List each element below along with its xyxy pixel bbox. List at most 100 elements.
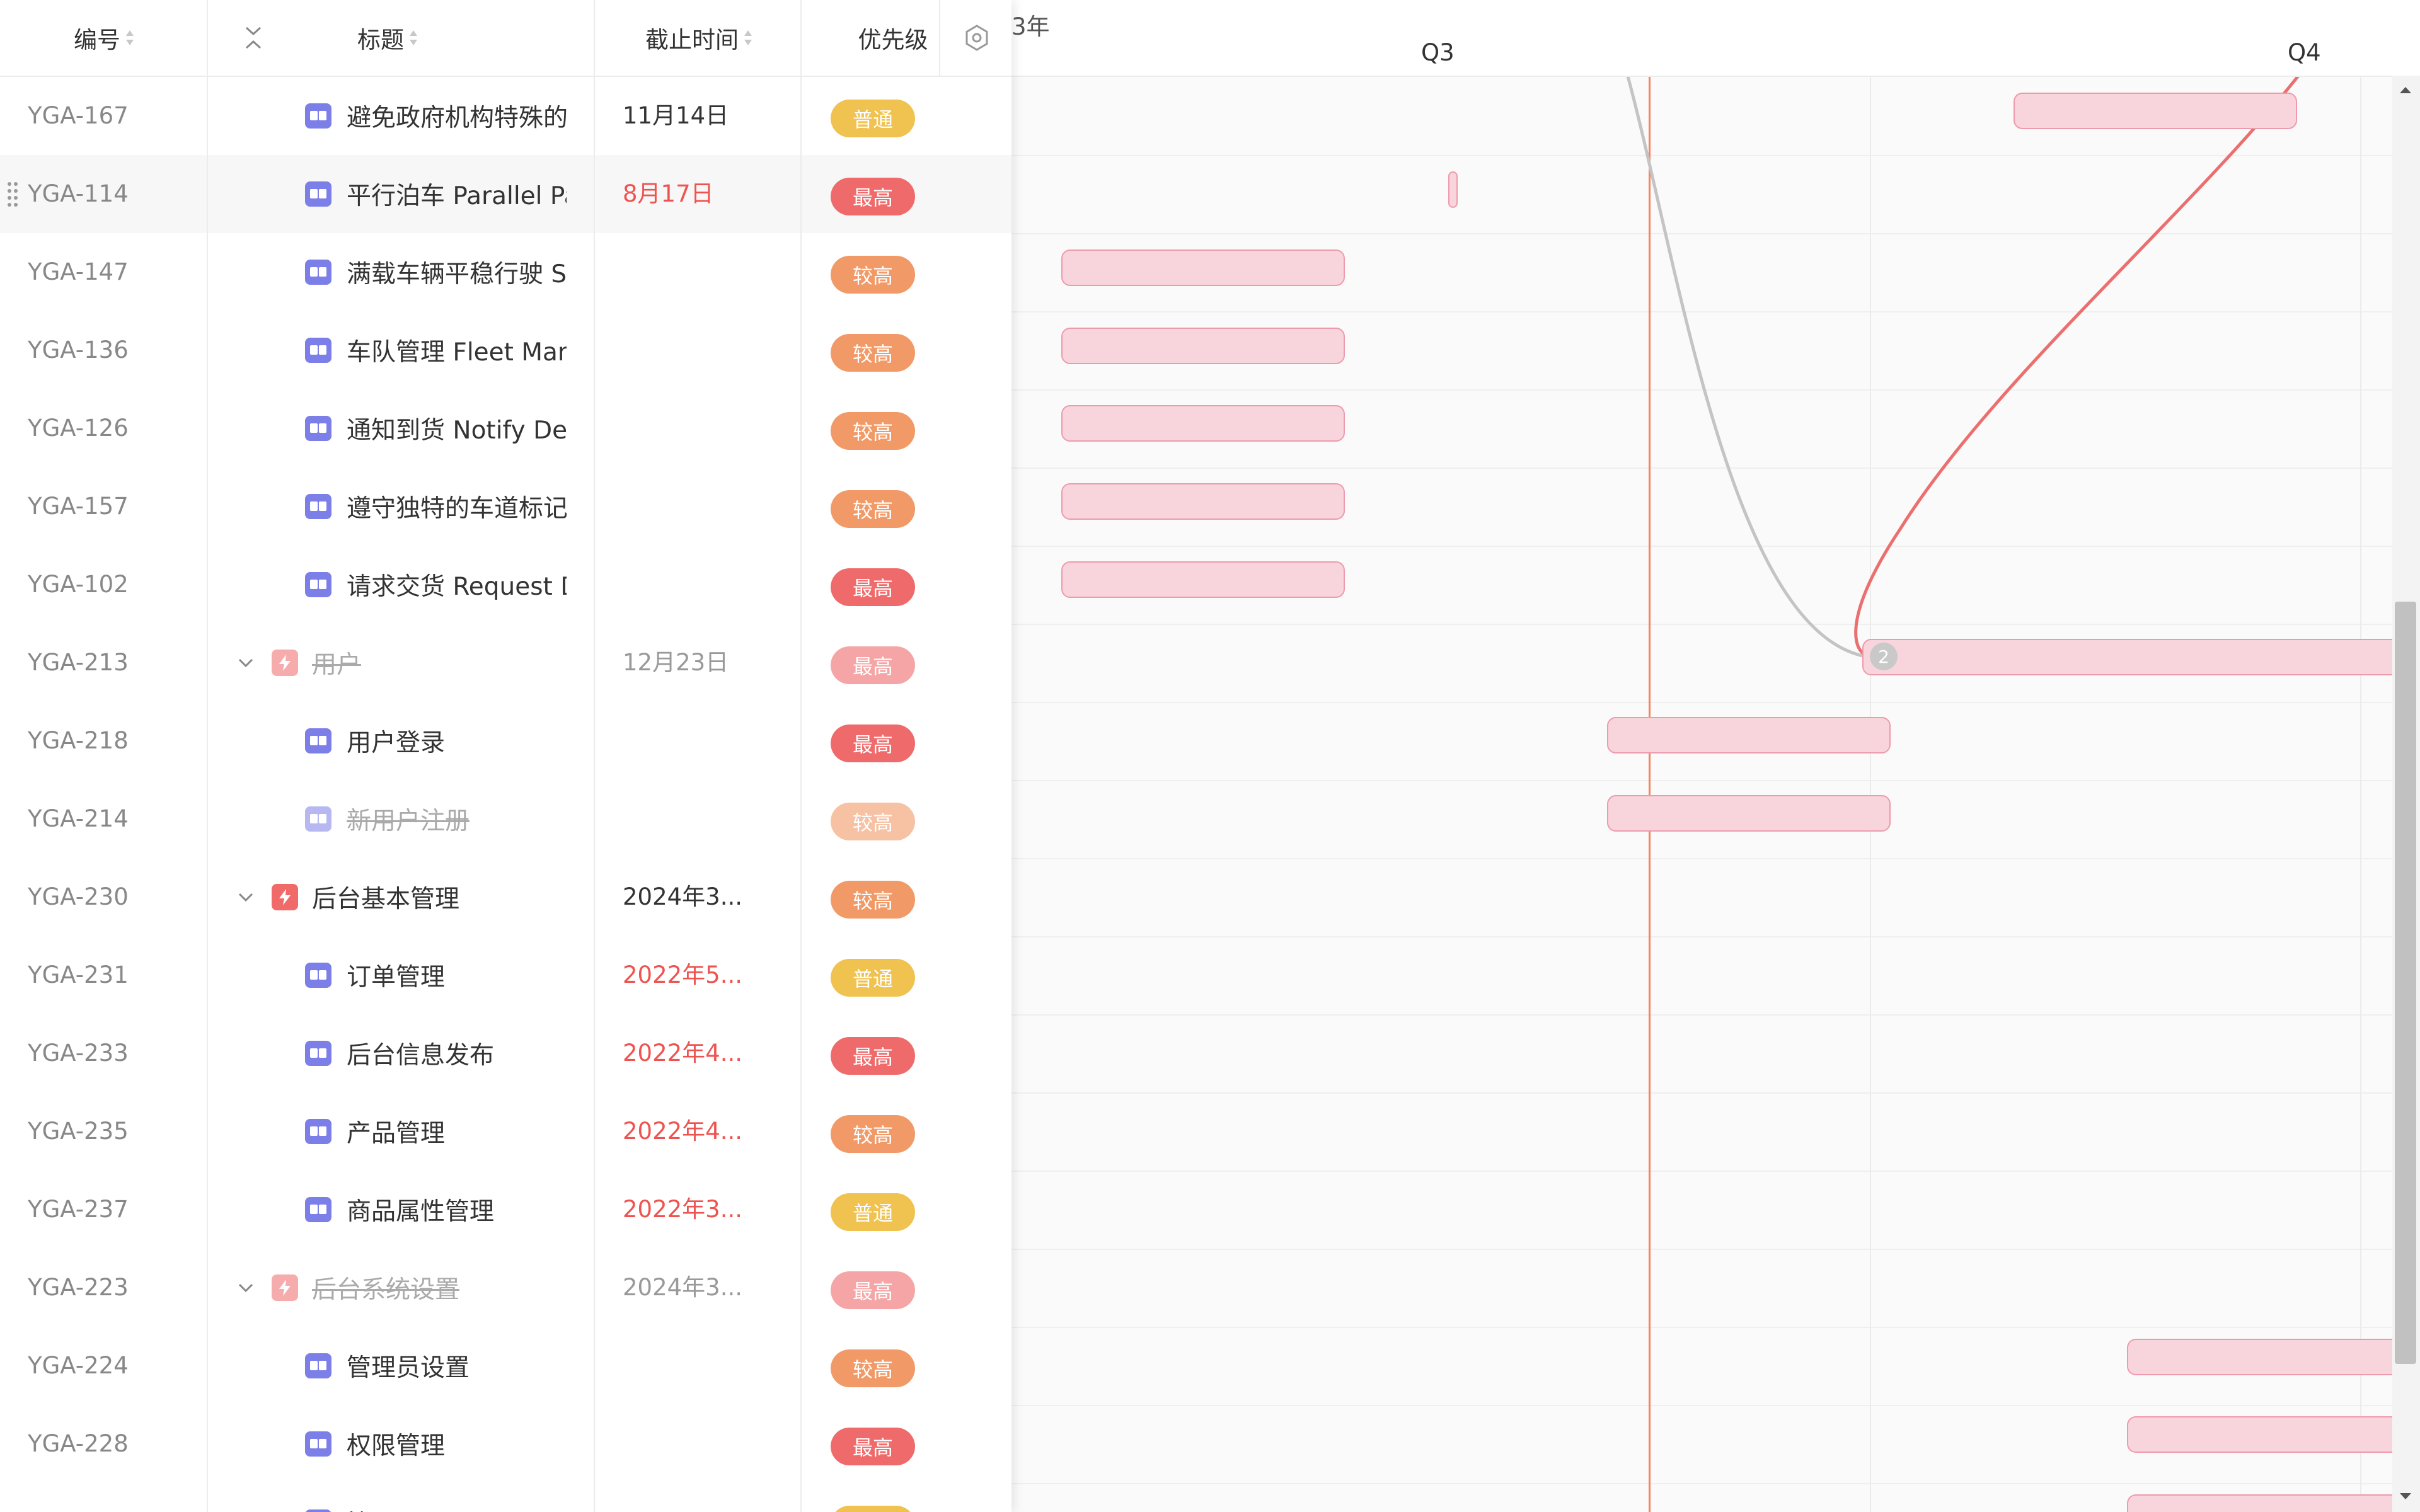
- priority-badge[interactable]: 最高: [831, 1428, 915, 1465]
- issue-title-cell[interactable]: 商品属性管理: [305, 1171, 567, 1249]
- priority-badge[interactable]: 最高: [831, 646, 915, 684]
- gantt-bar[interactable]: [1061, 249, 1345, 286]
- column-header-title[interactable]: 标题: [328, 0, 447, 76]
- issue-title[interactable]: 避免政府机构特殊的: [347, 104, 567, 132]
- issue-title[interactable]: 用户登录: [347, 729, 446, 757]
- issue-id[interactable]: YGA-228: [28, 1430, 129, 1457]
- priority-badge[interactable]: 较高: [831, 490, 915, 528]
- table-row[interactable]: YGA-214 新用户注册 较高: [0, 780, 1011, 859]
- table-row[interactable]: YGA-114 平行泊车 Parallel Par 8月17日 最高: [0, 155, 1011, 234]
- issue-title[interactable]: 新用户注册: [347, 807, 470, 835]
- issue-title[interactable]: 平行泊车 Parallel Par: [347, 182, 567, 210]
- issue-title-cell[interactable]: 后台基本管理: [236, 858, 589, 936]
- priority-badge[interactable]: 最高: [831, 1271, 915, 1309]
- table-row[interactable]: YGA-167 避免政府机构特殊的 11月14日 普通: [0, 77, 1011, 156]
- issue-title[interactable]: 车队管理 Fleet Mana: [347, 338, 567, 367]
- scroll-up-arrow-icon[interactable]: [2396, 81, 2415, 100]
- issue-title-cell[interactable]: 订单管理: [305, 936, 567, 1014]
- table-row[interactable]: 管理项目配置 普通: [0, 1483, 1011, 1512]
- priority-badge[interactable]: 普通: [831, 1506, 915, 1512]
- priority-badge[interactable]: 普通: [831, 100, 915, 137]
- issue-title[interactable]: 权限管理: [347, 1432, 446, 1460]
- expand-chevron-icon[interactable]: [236, 888, 255, 907]
- scroll-down-arrow-icon[interactable]: [2396, 1487, 2415, 1506]
- due-date[interactable]: 11月14日: [623, 102, 729, 129]
- issue-title-cell[interactable]: 车队管理 Fleet Mana: [305, 311, 567, 389]
- issue-id[interactable]: YGA-147: [28, 258, 129, 285]
- issue-id[interactable]: YGA-213: [28, 649, 129, 676]
- issue-id[interactable]: YGA-126: [28, 415, 129, 442]
- due-date[interactable]: 8月17日: [623, 180, 714, 207]
- priority-badge[interactable]: 较高: [831, 256, 915, 294]
- issue-id[interactable]: YGA-214: [28, 805, 129, 832]
- priority-badge[interactable]: 较高: [831, 1115, 915, 1153]
- priority-badge[interactable]: 较高: [831, 334, 915, 372]
- issue-id[interactable]: YGA-230: [28, 883, 129, 910]
- table-row[interactable]: YGA-102 请求交货 Request De 最高: [0, 546, 1011, 625]
- sort-icon[interactable]: [409, 28, 418, 47]
- gantt-bar-milestone[interactable]: [1448, 171, 1458, 208]
- issue-title-cell[interactable]: 通知到货 Notify Deli: [305, 389, 567, 467]
- table-row[interactable]: YGA-213 用户 12月23日 最高: [0, 624, 1011, 703]
- issue-title-cell[interactable]: 满载车辆平稳行驶 Sr: [305, 233, 567, 311]
- due-date[interactable]: 12月23日: [623, 649, 729, 676]
- table-row[interactable]: YGA-126 通知到货 Notify Deli 较高: [0, 389, 1011, 469]
- gantt-bar[interactable]: [1061, 405, 1345, 442]
- issue-id[interactable]: YGA-102: [28, 571, 129, 598]
- issue-id[interactable]: YGA-167: [28, 102, 129, 129]
- table-row[interactable]: YGA-224 管理员设置 较高: [0, 1327, 1011, 1406]
- issue-title[interactable]: 管理项目配置: [347, 1504, 494, 1512]
- gantt-bar[interactable]: [2127, 1416, 2420, 1453]
- issue-title-cell[interactable]: 产品管理: [305, 1092, 567, 1171]
- due-date[interactable]: 2022年5...: [623, 961, 742, 988]
- due-date[interactable]: 2022年4...: [623, 1118, 742, 1145]
- priority-badge[interactable]: 较高: [831, 803, 915, 840]
- drag-handle-icon[interactable]: [6, 180, 19, 208]
- table-row[interactable]: YGA-230 后台基本管理 2024年3... 较高: [0, 858, 1011, 937]
- issue-id[interactable]: YGA-233: [28, 1040, 129, 1067]
- issue-title-cell[interactable]: 请求交货 Request De: [305, 546, 567, 624]
- issue-title-cell[interactable]: 避免政府机构特殊的: [305, 77, 567, 155]
- issue-id[interactable]: YGA-218: [28, 727, 129, 754]
- issue-id[interactable]: YGA-235: [28, 1118, 129, 1145]
- expand-chevron-icon[interactable]: [236, 1278, 255, 1297]
- table-row[interactable]: YGA-237 商品属性管理 2022年3... 普通: [0, 1171, 1011, 1250]
- issue-title-cell[interactable]: 权限管理: [305, 1405, 567, 1483]
- table-row[interactable]: YGA-233 后台信息发布 2022年4... 最高: [0, 1014, 1011, 1094]
- issue-title[interactable]: 遵守独特的车道标记: [347, 495, 567, 523]
- issue-title[interactable]: 满载车辆平稳行驶 Sr: [347, 260, 567, 289]
- priority-badge[interactable]: 最高: [831, 1037, 915, 1075]
- issue-title-cell[interactable]: 用户: [236, 624, 589, 702]
- issue-title-cell[interactable]: 管理员设置: [305, 1327, 567, 1405]
- issue-id[interactable]: YGA-231: [28, 961, 129, 988]
- priority-badge[interactable]: 最高: [831, 178, 915, 215]
- priority-badge[interactable]: 最高: [831, 724, 915, 762]
- column-header-due[interactable]: 截止时间: [595, 0, 803, 76]
- issue-title[interactable]: 订单管理: [347, 963, 446, 992]
- issue-id[interactable]: YGA-224: [28, 1352, 129, 1379]
- issue-id[interactable]: YGA-136: [28, 336, 129, 364]
- issue-title-cell[interactable]: 新用户注册: [305, 780, 567, 858]
- scrollbar-thumb[interactable]: [2395, 602, 2416, 1364]
- issue-title[interactable]: 产品管理: [347, 1120, 446, 1148]
- issue-title-cell[interactable]: 用户登录: [305, 702, 567, 780]
- issue-title[interactable]: 后台信息发布: [347, 1041, 495, 1070]
- collapse-all-icon[interactable]: [243, 25, 264, 50]
- priority-badge[interactable]: 较高: [831, 1349, 915, 1387]
- gantt-bar[interactable]: [1061, 328, 1345, 364]
- due-date[interactable]: 2022年3...: [623, 1196, 742, 1223]
- priority-badge[interactable]: 普通: [831, 1193, 915, 1231]
- priority-badge[interactable]: 较高: [831, 881, 915, 919]
- issue-id[interactable]: YGA-223: [28, 1274, 129, 1301]
- issue-title[interactable]: 商品属性管理: [347, 1198, 495, 1226]
- gantt-bar[interactable]: [1061, 483, 1345, 520]
- issue-title-cell[interactable]: 后台信息发布: [305, 1014, 567, 1092]
- sort-icon[interactable]: [125, 28, 134, 47]
- column-settings-button[interactable]: [939, 0, 1011, 76]
- table-row[interactable]: YGA-223 后台系统设置 2024年3... 最高: [0, 1249, 1011, 1328]
- issue-title[interactable]: 后台基本管理: [312, 885, 460, 914]
- gantt-bar[interactable]: [2127, 1339, 2420, 1375]
- issue-id[interactable]: YGA-114: [28, 180, 129, 207]
- gantt-bar[interactable]: [2127, 1494, 2420, 1512]
- issue-title-cell[interactable]: 遵守独特的车道标记: [305, 467, 567, 546]
